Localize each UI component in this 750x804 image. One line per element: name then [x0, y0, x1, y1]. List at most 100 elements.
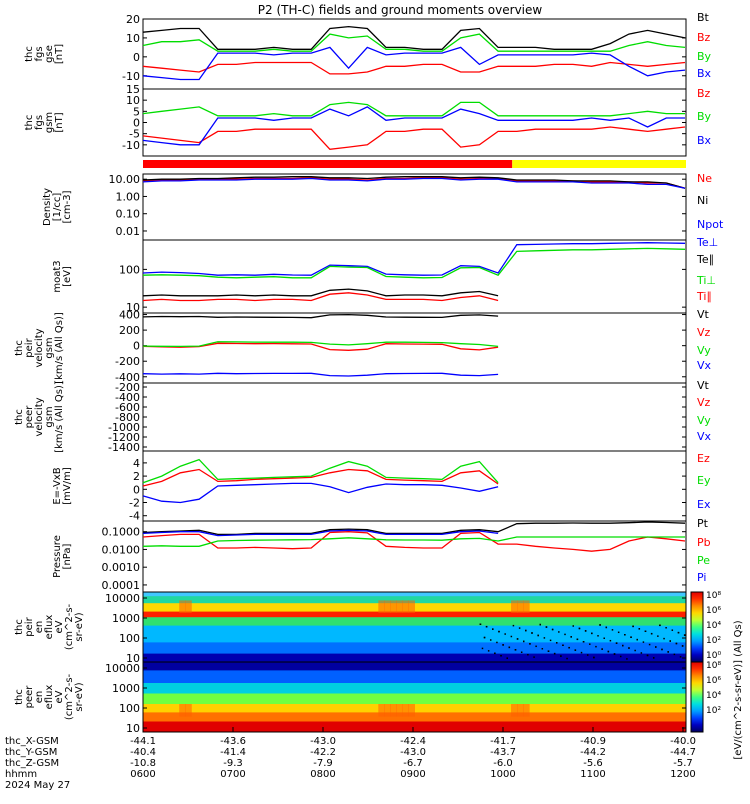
spectrogram-noise: [659, 624, 661, 627]
legend-entry: Pe: [697, 554, 710, 567]
spectrogram-noise: [638, 628, 641, 630]
x-tick-label: -42.4: [400, 736, 426, 747]
y-tick-label: 0: [133, 51, 140, 64]
legend-entry: Pt: [697, 517, 709, 530]
y-tick-label: 100: [119, 263, 140, 276]
spectrogram-band: [143, 662, 686, 671]
y-tick-label: -800: [115, 411, 140, 424]
spectrogram-noise: [514, 649, 517, 651]
y-tick-label: -5: [129, 128, 140, 141]
series-line-Ez: [142, 468, 499, 487]
spectrogram-enhancement: [511, 600, 518, 613]
colorbar-tick-label: 10⁸: [706, 661, 721, 671]
y-axis-label: eflux: [44, 615, 55, 640]
x-tick-label: -5.7: [673, 758, 693, 769]
legend-entry: Pb: [697, 536, 711, 549]
spectrogram-noise: [580, 651, 583, 654]
x-tick-label: 0900: [400, 769, 425, 780]
series-line-Ey: [142, 458, 499, 484]
legend-entry: Vt: [697, 379, 710, 392]
series-line-Bx: [142, 46, 686, 81]
x-tick-label: -44.2: [580, 747, 606, 758]
spectrogram-noise: [535, 645, 537, 648]
y-tick-label: 10: [126, 652, 140, 665]
series-line-Vx: [142, 372, 499, 377]
colorbar-tick-label: 10⁰: [706, 651, 721, 661]
panel-frame: [142, 173, 687, 241]
spectrogram-noise: [652, 657, 655, 659]
legend-entry: Ti∥: [696, 290, 712, 303]
legend-entry: Ey: [697, 474, 711, 487]
spectrogram-noise: [615, 642, 618, 644]
legend-entry: Pi: [697, 571, 706, 584]
y-tick-label: 15: [126, 83, 140, 96]
spectrogram-noise: [500, 655, 502, 657]
spectrogram-noise: [677, 631, 680, 634]
y-axis-label: (cm^2-s-: [64, 673, 75, 720]
spectrogram-noise: [663, 637, 665, 640]
colorbar-tick-label: 10⁴: [706, 691, 721, 701]
spectrogram-noise: [551, 628, 554, 631]
spectrogram-noise: [504, 633, 506, 635]
x-tick-label: -40.9: [580, 736, 606, 747]
spectrogram-noise: [492, 628, 494, 630]
spectrogram-noise: [609, 639, 612, 642]
quality-flag-yellow: [512, 160, 686, 168]
spectrogram-enhancement: [390, 704, 397, 717]
spectrogram-noise: [605, 626, 608, 629]
series-line-Pb: [142, 531, 686, 552]
spectrogram-noise: [543, 637, 546, 639]
spectrogram-noise: [679, 656, 682, 658]
spectrogram-band: [143, 670, 686, 684]
spectrogram-noise: [479, 623, 482, 625]
y-axis-label: fgs: [34, 115, 45, 130]
y-tick-label: 100: [119, 632, 140, 645]
spectrogram-enhancement: [396, 600, 403, 613]
spectrogram-enhancement: [517, 600, 524, 613]
spectrogram-noise: [566, 657, 568, 660]
spectrogram-noise: [630, 636, 632, 638]
spectrogram-noise: [553, 652, 556, 655]
x-tick-label: -6.7: [403, 758, 423, 769]
spectrogram-enhancement: [179, 600, 186, 613]
y-axis-label: eV: [54, 620, 65, 633]
series-line-Ne: [142, 177, 686, 189]
colorbar-tick-label: 10⁶: [706, 606, 721, 616]
panel-peir_velocity: 400 200 0 -200 -400 thc peir velocity gsm [km/s (…: [14, 308, 712, 384]
spectrogram-noise: [632, 625, 634, 628]
spectrogram-noise: [564, 633, 566, 636]
spectrogram-noise: [648, 643, 651, 646]
spectrogram-noise: [675, 642, 678, 645]
spectrogram-band: [143, 596, 686, 604]
spectrogram-noise: [527, 653, 529, 656]
spectrogram-noise: [607, 650, 610, 653]
x-tick-label: -43.7: [490, 747, 516, 758]
panel-density: 10.00 1.00 0.10 0.01 Density [1/cc] [cm-3] Ne Ni…: [42, 172, 724, 241]
spectrogram-noise: [533, 656, 535, 658]
spectrogram-noise: [669, 640, 671, 642]
legend-entry: Bx: [697, 67, 712, 80]
y-axis-label: velocity: [34, 328, 45, 367]
x-axis-row-label: 2024 May 27: [5, 780, 70, 791]
spectrogram-noise: [603, 637, 605, 639]
spectrogram-noise: [634, 649, 636, 652]
series-line-Bx: [142, 106, 685, 146]
y-tick-label: 0.1000: [102, 526, 141, 539]
legend-entry: Vx: [697, 359, 712, 372]
spectrogram-noise: [628, 647, 630, 649]
y-axis-label: eflux: [44, 685, 55, 710]
x-axis-row-label: thc_X-GSM: [5, 736, 59, 747]
y-tick-label: 10.00: [109, 173, 141, 186]
spectrogram-noise: [593, 656, 595, 659]
x-tick-label: 0600: [130, 769, 155, 780]
x-tick-label: 0700: [220, 769, 245, 780]
y-tick-label: 10: [126, 301, 140, 314]
x-tick-label: -7.9: [313, 758, 333, 769]
x-axis-row-label: thc_Y-GSM: [5, 747, 57, 758]
spectrogram-noise: [545, 626, 548, 628]
spectrogram-noise: [512, 624, 515, 627]
series-line-Vy: [142, 341, 499, 348]
y-tick-label: -4: [129, 510, 140, 523]
spectrogram-noise: [518, 627, 521, 629]
x-tick-label: -40.0: [670, 736, 696, 747]
